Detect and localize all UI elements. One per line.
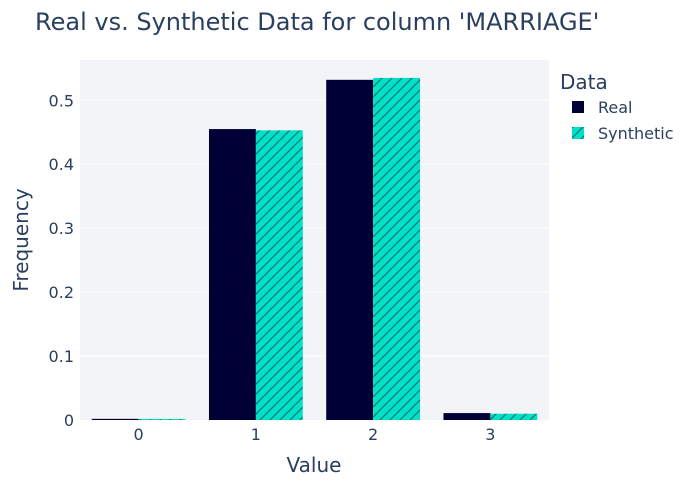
x-tick-labels: 0 1 2 3 — [134, 425, 496, 444]
x-tick-label: 3 — [485, 425, 495, 444]
bar-synthetic-2[interactable] — [373, 77, 421, 420]
bars — [91, 77, 538, 421]
y-axis-title: Frequency — [9, 188, 33, 291]
y-tick-label: 0.4 — [49, 155, 74, 174]
bar-synthetic-0[interactable] — [138, 419, 186, 420]
bar-real-3[interactable] — [443, 413, 491, 420]
legend-swatch-synthetic[interactable] — [572, 127, 584, 139]
y-tick-label: 0.5 — [49, 91, 74, 110]
bar-real-1[interactable] — [208, 129, 256, 421]
legend-title: Data — [560, 70, 608, 94]
bar-synthetic-1[interactable] — [255, 130, 303, 421]
bar-real-2[interactable] — [326, 79, 374, 420]
bar-real-0[interactable] — [91, 418, 139, 420]
plot-area — [80, 60, 549, 420]
y-tick-label: 0.3 — [49, 219, 74, 238]
legend[interactable]: Data Real Synthetic — [560, 70, 674, 143]
x-axis-title: Value — [287, 453, 342, 477]
x-tick-label: 1 — [251, 425, 261, 444]
legend-label-real[interactable]: Real — [598, 98, 633, 117]
y-tick-label: 0.1 — [49, 347, 74, 366]
gridlines — [80, 99, 549, 357]
y-tick-labels: 0 0.1 0.2 0.3 0.4 0.5 — [49, 91, 74, 430]
legend-label-synthetic[interactable]: Synthetic — [598, 124, 674, 143]
chart-title: Real vs. Synthetic Data for column 'MARR… — [35, 8, 599, 36]
x-tick-label: 2 — [368, 425, 378, 444]
x-tick-label: 0 — [134, 425, 144, 444]
bar-synthetic-3[interactable] — [490, 413, 538, 420]
y-tick-label: 0.2 — [49, 283, 74, 302]
y-tick-label: 0 — [64, 411, 74, 430]
legend-swatch-real[interactable] — [572, 101, 584, 113]
